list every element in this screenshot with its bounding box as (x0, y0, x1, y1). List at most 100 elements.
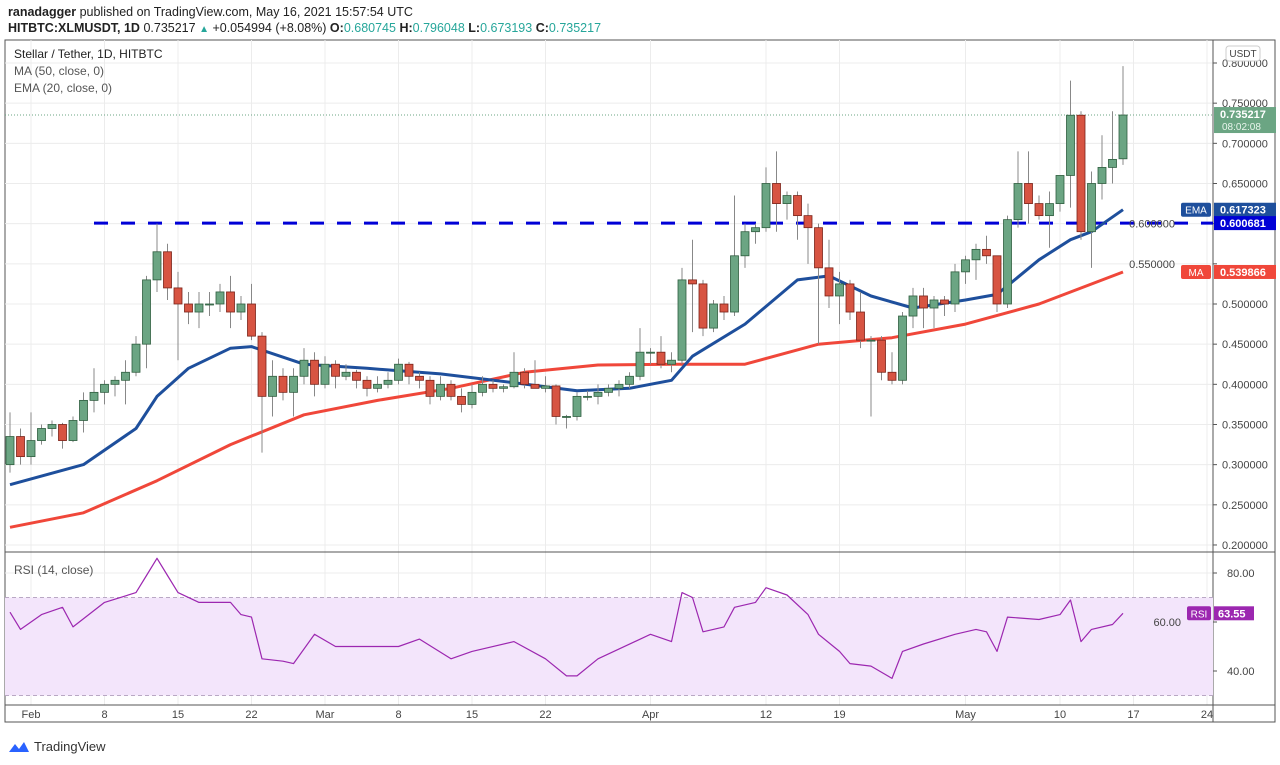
brand-name: TradingView (34, 739, 106, 754)
candle (1118, 66, 1128, 165)
candle (362, 376, 372, 397)
time-tick-label: 22 (245, 709, 257, 721)
candle (772, 151, 781, 232)
candle (467, 384, 477, 409)
candle (320, 356, 330, 389)
candle (152, 223, 162, 292)
candle (1087, 171, 1096, 268)
candle-body-down (278, 375, 288, 393)
candle-body-up (1108, 158, 1117, 168)
time-tick-label: 22 (539, 709, 551, 721)
high-value: 0.796048 (412, 21, 465, 35)
candle-body-up (541, 385, 550, 389)
candle (226, 275, 235, 329)
candle (373, 376, 382, 393)
candle (299, 348, 309, 385)
time-tick-label: May (955, 709, 976, 721)
price-label-value: 0.600681 (1220, 218, 1266, 230)
candle (478, 376, 487, 397)
candle-body-up (373, 383, 382, 389)
chart-title: Stellar / Tether, 1D, HITBTC (14, 47, 163, 61)
currency-badge (1225, 45, 1261, 62)
candle (950, 263, 960, 313)
close-label: C: (535, 21, 549, 35)
candle (257, 332, 267, 453)
candle-body-up (236, 303, 246, 313)
candle-body-up (110, 379, 120, 385)
candle-body-up (751, 227, 760, 233)
candle (719, 295, 729, 321)
publish-info: ranadagger published on TradingView.com,… (8, 5, 413, 19)
ema-legend[interactable]: EMA (20, close, 0) (14, 81, 113, 95)
candle (614, 380, 624, 397)
candle-body-up (1055, 175, 1065, 204)
symbol: HITBTC:XLMUSDT, 1D (8, 21, 140, 35)
candle-body-up (782, 195, 792, 204)
candle (488, 380, 498, 393)
candle-body-down (772, 183, 781, 204)
candle-body-up (971, 248, 981, 261)
candle-body-up (1045, 203, 1054, 217)
candle (457, 388, 466, 413)
candle-body-down (257, 335, 267, 397)
candle-body-up (908, 295, 918, 317)
candle (163, 243, 172, 300)
rsi-legend[interactable]: RSI (14, close) (14, 563, 94, 577)
candle-body-up (47, 424, 57, 429)
candle (1055, 175, 1065, 212)
candle-body-up (436, 383, 445, 397)
time-tick-label: 15 (172, 709, 184, 721)
candle (530, 360, 540, 389)
candle (992, 255, 1002, 313)
candle-body-down (845, 283, 855, 313)
ema20-line (9, 208, 1124, 487)
candle (730, 195, 739, 317)
candle-body-up (950, 271, 960, 305)
rsi-band (5, 597, 1213, 696)
candle-body-up (677, 279, 687, 361)
candle (625, 372, 634, 389)
candle-body-down (698, 283, 708, 329)
candle (1034, 195, 1044, 220)
candle (782, 191, 792, 220)
candle-body-up (614, 383, 624, 389)
candle-body-down (940, 299, 949, 305)
candle-body-down (226, 291, 235, 313)
candle-body-down (58, 424, 67, 441)
candle (331, 360, 340, 389)
rsi-tag-label: RSI (1191, 609, 1208, 620)
candle (68, 416, 78, 443)
candle (520, 368, 529, 389)
candle (425, 376, 435, 405)
candle (1045, 191, 1054, 248)
candle-body-up (1097, 167, 1107, 184)
candle-body-up (289, 375, 298, 393)
price-tick-label: 0.700000 (1222, 138, 1268, 150)
candle-body-down (1024, 183, 1033, 204)
candle-body-up (383, 379, 393, 385)
candle (961, 255, 970, 284)
candle-body-up (961, 259, 970, 273)
time-tick-label: 8 (101, 709, 107, 721)
candle (436, 376, 445, 401)
candle (184, 291, 193, 325)
candle-body-down (824, 267, 834, 297)
candle (404, 361, 414, 385)
candle (866, 336, 876, 417)
last-price: 0.735217 (143, 21, 196, 35)
tradingview-logo[interactable]: TradingView (8, 739, 106, 754)
candle (446, 380, 456, 401)
candle-body-up (499, 386, 508, 389)
candle (688, 239, 697, 333)
candle (247, 283, 256, 341)
ma-legend[interactable]: MA (50, close, 0) (14, 64, 105, 78)
time-tick-label: 12 (760, 709, 772, 721)
candle (268, 360, 277, 417)
candle (761, 167, 771, 232)
candle-body-up (835, 283, 844, 297)
price-change: +0.054994 (+8.08%) (212, 21, 327, 35)
low-label: L: (468, 21, 481, 35)
candle-body-up (341, 371, 351, 377)
candle (341, 364, 351, 381)
